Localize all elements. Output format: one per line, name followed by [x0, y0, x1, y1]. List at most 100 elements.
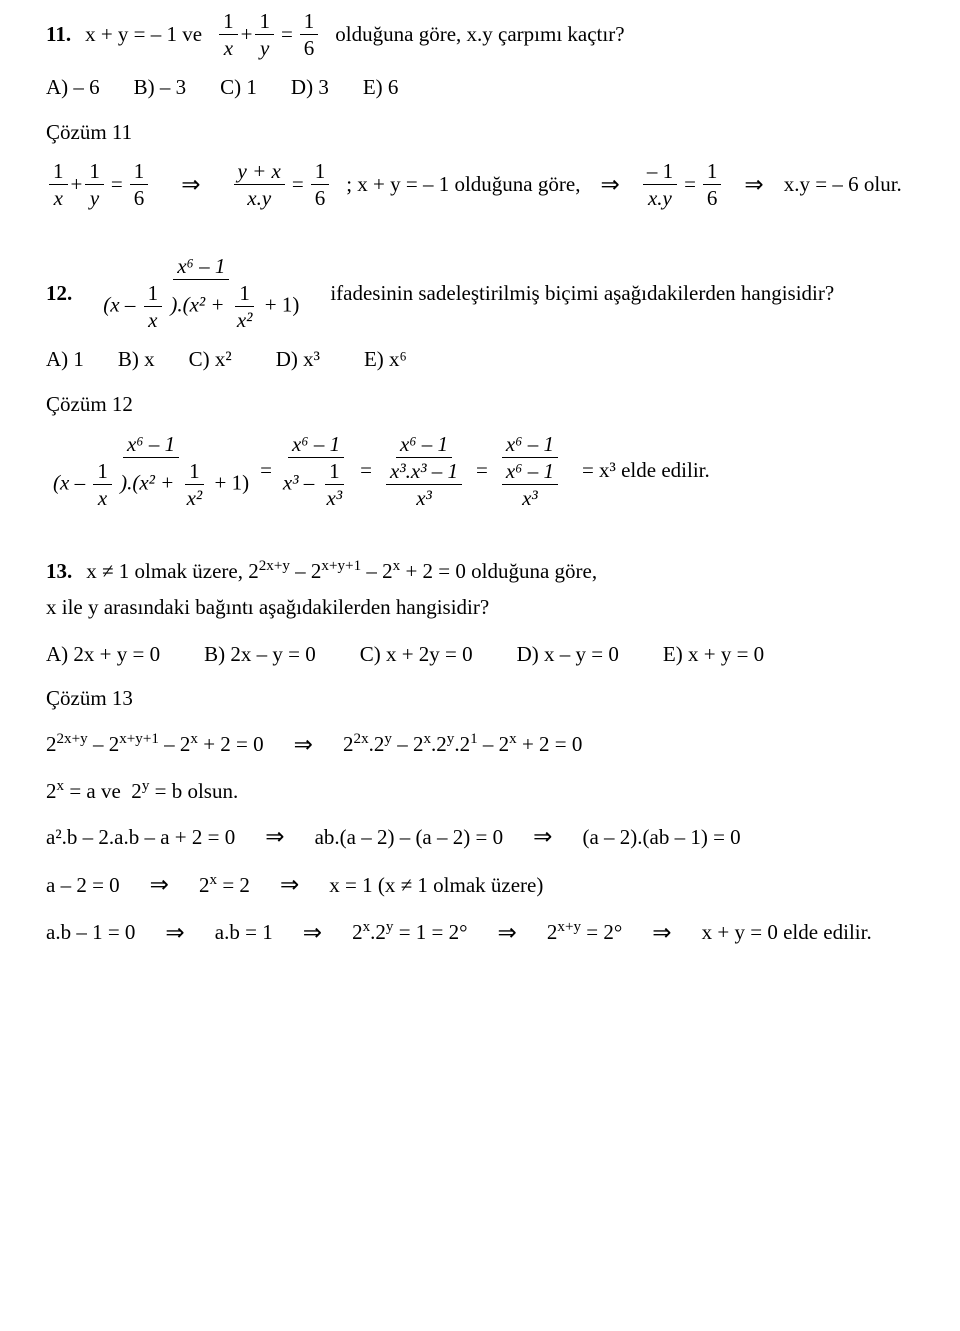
- option-D: D) x³: [276, 343, 320, 376]
- arrow-icon: ⇒: [144, 867, 175, 903]
- option-D: D) 3: [291, 71, 329, 104]
- option-A: A) 2x + y = 0: [46, 638, 160, 671]
- arrow-icon: ⇒: [259, 819, 290, 855]
- equals-sign: =: [356, 454, 376, 487]
- option-C: C) 1: [220, 71, 257, 104]
- arrow-icon: ⇒: [159, 915, 190, 951]
- equals-sign: =: [288, 168, 308, 201]
- frac-num: 1: [300, 10, 319, 35]
- frac-num: 1: [144, 282, 163, 307]
- arrow-icon: ⇒: [288, 727, 319, 763]
- sol-text: 22x.2y – 2x.2y.21 – 2x + 2 = 0: [343, 728, 582, 761]
- page: 11. x + y = – 1 ve 1 x + 1 y = 1 6 olduğ…: [0, 0, 960, 1331]
- frac-num: 1: [185, 460, 204, 485]
- frac-num: 1: [325, 460, 344, 485]
- sol-frac: 1 x: [49, 160, 68, 209]
- option-B: B) – 3: [134, 71, 187, 104]
- frac-num: x⁶ – 1: [123, 433, 179, 458]
- arrow-icon: ⇒: [594, 167, 625, 203]
- option-D: D) x – y = 0: [517, 638, 619, 671]
- sol-text: a.b – 1 = 0: [46, 916, 135, 949]
- frac-num: x⁶ – 1: [173, 255, 229, 280]
- sol-text: ab.(a – 2) – (a – 2) = 0: [315, 821, 504, 854]
- frac-num: 1: [703, 160, 722, 185]
- option-B: B) 2x – y = 0: [204, 638, 316, 671]
- sol-text: 2x = 2: [199, 869, 250, 902]
- q12-stem: 12. x⁶ – 1 (x – 1 x ).(x² + 1 x² + 1) if…: [46, 255, 914, 331]
- frac-den: x.y: [644, 185, 676, 209]
- q13-sol-3: a².b – 2.a.b – a + 2 = 0 ⇒ ab.(a – 2) – …: [46, 819, 914, 855]
- q13-sol-4: a – 2 = 0 ⇒ 2x = 2 ⇒ x = 1 (x ≠ 1 olmak …: [46, 867, 914, 903]
- q13-stem-1: 13. x ≠ 1 olmak üzere, 22x+y – 2x+y+1 – …: [46, 555, 914, 588]
- q11-frac-1: 1 x: [219, 10, 238, 59]
- q11-frac-3: 1 6: [300, 10, 319, 59]
- solution-title: Çözüm 11: [46, 116, 132, 149]
- plus-sign: +: [71, 168, 83, 201]
- frac-den: x.y: [243, 185, 275, 209]
- option-B: B) x: [118, 343, 155, 376]
- q12-options: A) 1 B) x C) x² D) x³ E) x⁶: [46, 343, 914, 376]
- frac-num: 1: [235, 282, 254, 307]
- sol-frac-3: x⁶ – 1 x³.x³ – 1 x³: [379, 433, 469, 509]
- frac-den: x: [50, 185, 67, 209]
- sol-frac: 1 y: [85, 160, 104, 209]
- q12-main-frac: x⁶ – 1 (x – 1 x ).(x² + 1 x² + 1): [99, 255, 303, 331]
- sol-frac: 1 6: [703, 160, 722, 209]
- frac-den: x²: [233, 307, 257, 331]
- arrow-icon: ⇒: [492, 915, 523, 951]
- option-A: A) 1: [46, 343, 84, 376]
- den-part: (x –: [103, 293, 135, 317]
- sol-text: 2x.2y = 1 = 2°: [352, 916, 467, 949]
- frac-den: x²: [183, 485, 207, 509]
- option-E: E) 6: [363, 71, 399, 104]
- q13-number: 13.: [46, 555, 72, 588]
- option-E: E) x⁶: [364, 343, 407, 376]
- arrow-icon: ⇒: [527, 819, 558, 855]
- q11-frac-2: 1 y: [255, 10, 274, 59]
- sol-frac-2: x⁶ – 1 x³ – 1 x³: [279, 433, 353, 509]
- q13-line-2: x ile y arasındaki bağıntı aşağıdakilerd…: [46, 591, 489, 624]
- sol-frac: y + x x.y: [234, 160, 285, 209]
- sol-frac: 1 6: [130, 160, 149, 209]
- q13-sol-2: 2x = a ve 2y = b olsun.: [46, 775, 914, 808]
- frac-den: x³: [412, 485, 436, 509]
- equals-sign: =: [256, 454, 276, 487]
- solution-final: = x³ elde edilir.: [582, 454, 710, 487]
- sol-text: (a – 2).(ab – 1) = 0: [582, 821, 740, 854]
- arrow-icon: ⇒: [646, 915, 677, 951]
- sol-text: a.b = 1: [215, 916, 273, 949]
- frac-den: x: [220, 35, 237, 59]
- frac-den: 6: [311, 185, 330, 209]
- q11-options: A) – 6 B) – 3 C) 1 D) 3 E) 6: [46, 71, 914, 104]
- nested-frac: 1 x: [144, 282, 163, 331]
- frac-num: y + x: [234, 160, 285, 185]
- sol-text: x = 1 (x ≠ 1 olmak üzere): [329, 869, 543, 902]
- sol-text: 2x = a ve 2y = b olsun.: [46, 775, 238, 808]
- sol-frac: – 1 x.y: [643, 160, 677, 209]
- frac-num: – 1: [643, 160, 677, 185]
- solution-title: Çözüm 12: [46, 388, 133, 421]
- equals-sign: =: [680, 168, 700, 201]
- arrow-icon: ⇒: [274, 867, 305, 903]
- solution-final: x.y = – 6 olur.: [784, 168, 902, 201]
- frac-den: x: [144, 307, 161, 331]
- frac-den: x⁶ – 1 x³: [495, 458, 565, 509]
- q12-solution-line: x⁶ – 1 (x – 1 x ).(x² + 1 x² + 1) = x⁶ –…: [46, 433, 914, 509]
- equals-sign: =: [107, 168, 127, 201]
- sol-frac-1: x⁶ – 1 (x – 1 x ).(x² + 1 x² + 1): [49, 433, 253, 509]
- frac-den: x: [94, 485, 111, 509]
- q12-text: ifadesinin sadeleştirilmiş biçimi aşağıd…: [330, 277, 834, 310]
- den-part: + 1): [214, 470, 249, 494]
- frac-num: 1: [255, 10, 274, 35]
- q13-solution-label: Çözüm 13: [46, 682, 914, 715]
- q12-solution-label: Çözüm 12: [46, 388, 914, 421]
- den-part: ).(x² +: [120, 470, 174, 494]
- sol-text: x + y = 0 elde edilir.: [702, 916, 872, 949]
- arrow-icon: ⇒: [738, 167, 769, 203]
- sol-frac-4: x⁶ – 1 x⁶ – 1 x³: [495, 433, 565, 509]
- q11-solution-label: Çözüm 11: [46, 116, 914, 149]
- nested-frac: 1 x²: [233, 282, 257, 331]
- sol-text: a – 2 = 0: [46, 869, 120, 902]
- arrow-icon: ⇒: [175, 167, 206, 203]
- frac-num: 1: [93, 460, 112, 485]
